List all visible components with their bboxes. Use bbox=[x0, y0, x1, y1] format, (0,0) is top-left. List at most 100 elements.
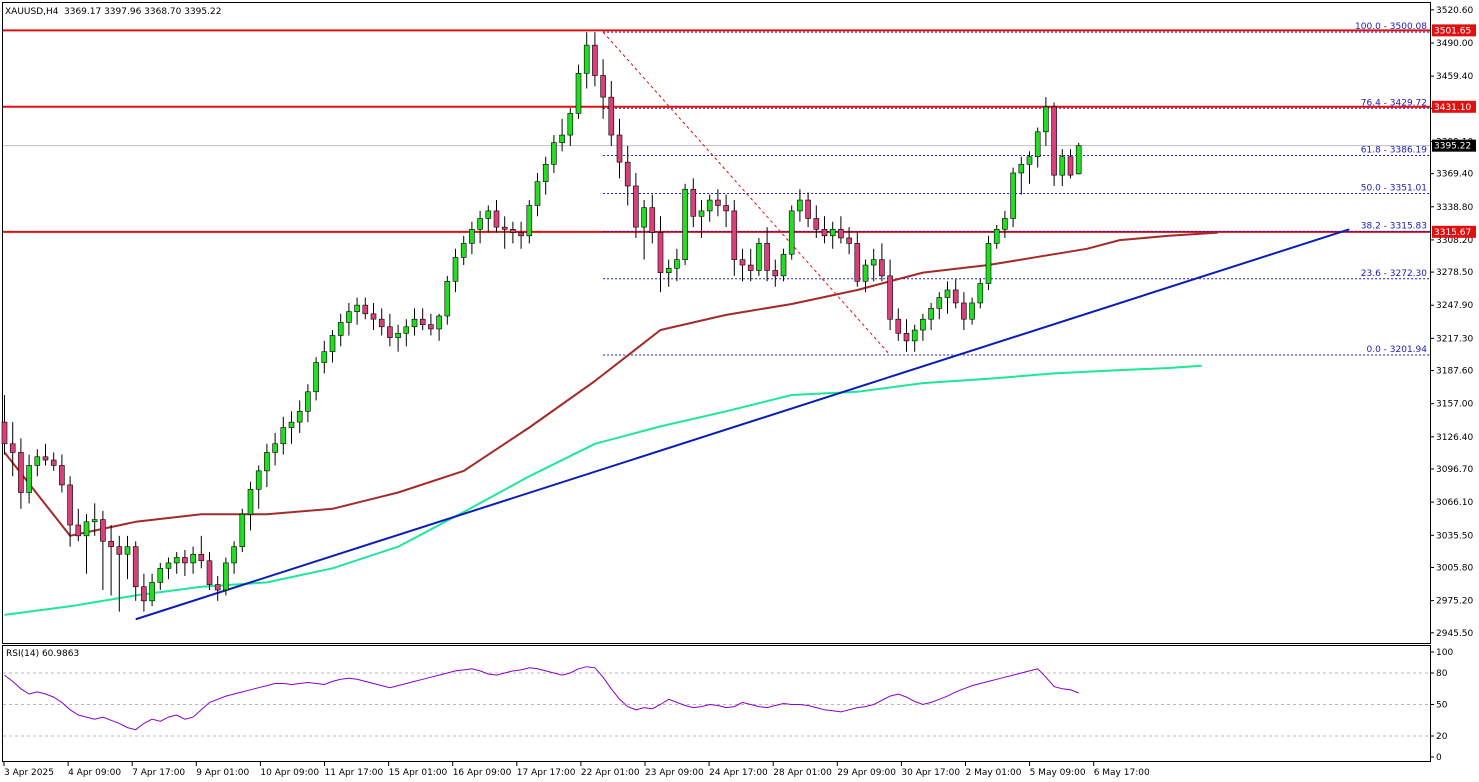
candle-bear bbox=[657, 232, 664, 273]
fib-diagonal-line bbox=[602, 31, 891, 356]
price-panel-frame bbox=[2, 2, 1431, 644]
time-tick-label: 30 Apr 17:00 bbox=[901, 768, 960, 778]
time-tick-label: 17 Apr 17:00 bbox=[517, 768, 576, 778]
candle-bull bbox=[1075, 145, 1082, 175]
moving-average-red bbox=[3, 231, 1219, 537]
candle-bear bbox=[42, 456, 49, 461]
time-tick-label: 2 May 01:00 bbox=[966, 768, 1022, 778]
candle-bear bbox=[600, 75, 606, 98]
candle-bull bbox=[280, 427, 287, 445]
candle-bear bbox=[116, 546, 123, 555]
moving-averages-and-trendline bbox=[3, 228, 1350, 621]
candle-bull bbox=[272, 443, 278, 453]
candle-bear bbox=[518, 232, 524, 237]
candle-bear bbox=[100, 519, 106, 542]
time-tick-label: 5 May 09:00 bbox=[1030, 768, 1086, 778]
candle-bull bbox=[231, 546, 237, 564]
candle-bull bbox=[247, 488, 254, 515]
candle-bull bbox=[124, 546, 131, 555]
price-tick-label: 3157.00 bbox=[1436, 400, 1473, 410]
candle-bull bbox=[91, 519, 98, 523]
candle-bull bbox=[665, 267, 672, 273]
candle-bull bbox=[1034, 131, 1041, 158]
candle-bull bbox=[157, 568, 164, 583]
candle-bull bbox=[526, 205, 533, 237]
candle-bull bbox=[395, 332, 401, 338]
time-tick-label: 6 May 17:00 bbox=[1094, 768, 1150, 778]
candle-bull bbox=[542, 164, 549, 182]
candle-bull bbox=[1059, 156, 1066, 176]
rsi-series-line bbox=[4, 666, 1079, 731]
rsi-tick-label: 20 bbox=[1436, 732, 1448, 742]
candle-bear bbox=[108, 540, 114, 547]
time-tick-label: 24 Apr 17:00 bbox=[709, 768, 768, 778]
time-tick-label: 28 Apr 01:00 bbox=[773, 768, 832, 778]
candle-bull bbox=[288, 421, 295, 428]
fib-level-label: 61.8 - 3386.19 bbox=[1361, 145, 1427, 155]
rsi-tick-label: 0 bbox=[1436, 753, 1442, 763]
candle-bull bbox=[411, 318, 418, 328]
candle-bear bbox=[633, 185, 639, 228]
candle-bull bbox=[477, 218, 483, 230]
candle-bear bbox=[59, 465, 65, 486]
candle-bull bbox=[34, 456, 41, 466]
candle-bear bbox=[747, 264, 754, 271]
candle-bull bbox=[173, 557, 180, 564]
candle-bull bbox=[985, 243, 992, 284]
candle-bull bbox=[944, 289, 951, 298]
candle-bull bbox=[797, 199, 803, 212]
candle-bear bbox=[903, 332, 910, 342]
candle-bear bbox=[887, 275, 893, 320]
time-tick-label: 29 Apr 09:00 bbox=[837, 768, 896, 778]
price-tick-label: 3247.90 bbox=[1436, 301, 1473, 311]
candle-bull bbox=[469, 229, 475, 244]
fibonacci-levels: 100.0 - 3500.08 76.4 - 3429.72 61.8 - 3386… bbox=[602, 22, 1430, 356]
candle-bear bbox=[608, 96, 615, 136]
candle-bear bbox=[649, 207, 656, 233]
level-price-tag-box bbox=[1432, 24, 1476, 37]
time-tick-label: 16 Apr 09:00 bbox=[453, 768, 512, 778]
price-tick-label: 2945.50 bbox=[1436, 629, 1473, 639]
candle-bear bbox=[731, 210, 738, 260]
candle-bull bbox=[1043, 106, 1049, 133]
candle-bull bbox=[756, 243, 762, 271]
rsi-panel-frame bbox=[2, 645, 1431, 762]
rsi-tick-label: 100 bbox=[1436, 648, 1453, 658]
candle-bear bbox=[739, 259, 746, 266]
moving-average-green bbox=[4, 364, 1202, 616]
time-tick-label: 9 Apr 01:00 bbox=[196, 768, 249, 778]
candle-bull bbox=[936, 297, 943, 309]
candle-bear bbox=[961, 302, 967, 320]
candle-bull bbox=[575, 73, 582, 114]
candle-bear bbox=[493, 210, 500, 228]
candle-bull bbox=[321, 351, 328, 363]
candle-bear bbox=[838, 229, 844, 239]
rsi-line bbox=[4, 666, 1079, 731]
fib-level-label: 100.0 - 3500.08 bbox=[1355, 22, 1427, 32]
candle-bull bbox=[698, 210, 705, 217]
candle-bull bbox=[829, 229, 836, 237]
candle-bull bbox=[444, 280, 451, 317]
candle-bull bbox=[641, 207, 647, 228]
candle-bull bbox=[264, 452, 270, 472]
candle-bull bbox=[346, 311, 352, 323]
candle-bear bbox=[419, 318, 426, 325]
price-tick-label: 3217.30 bbox=[1436, 334, 1473, 344]
candle-bear bbox=[690, 188, 697, 217]
candles bbox=[1, 32, 1082, 612]
candle-bear bbox=[723, 205, 729, 212]
level-price-tag-box bbox=[1432, 225, 1476, 238]
candle-bull bbox=[706, 199, 713, 212]
candle-bear bbox=[1067, 156, 1074, 176]
candle-bull bbox=[485, 210, 492, 219]
candle-bear bbox=[592, 44, 598, 76]
fib-level-label: 50.0 - 3351.01 bbox=[1361, 184, 1427, 194]
candle-bear bbox=[378, 318, 385, 328]
price-tick-label: 3187.60 bbox=[1436, 367, 1473, 377]
price-tick-label: 3338.80 bbox=[1436, 203, 1473, 213]
candle-bear bbox=[1, 421, 8, 445]
candle-bull bbox=[26, 465, 32, 493]
level-price-tag: 3315.67 bbox=[1434, 228, 1471, 238]
time-tick-label: 23 Apr 09:00 bbox=[645, 768, 704, 778]
candle-bear bbox=[879, 259, 885, 277]
